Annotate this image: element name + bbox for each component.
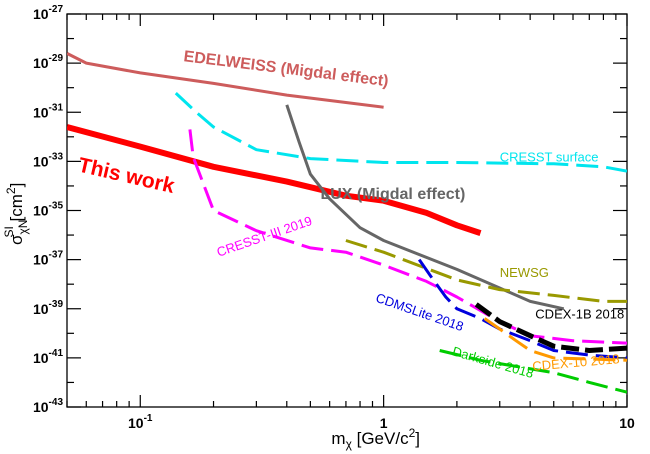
series-label-7: CDEX-1B 2018 (535, 307, 624, 322)
y-tick-label: 10-43 (33, 397, 63, 415)
y-tick-labels: 10-27 10-29 10-31 10-33 10-35 10-37 10-39 10-41… (33, 4, 63, 415)
series-label-3: LUX (Migdal effect) (320, 186, 465, 203)
series-line-3 (285, 104, 565, 311)
x-tick-label: 10-1 (128, 413, 153, 431)
y-tick-label: 10-31 (33, 102, 63, 120)
y-tick-label: 10-37 (33, 250, 63, 268)
series-label-4: CRESST-III 2019 (215, 213, 314, 260)
series-line-9 (439, 349, 627, 394)
curve-labels: EDELWEISS (Migdal effect)This work CRESST… (76, 48, 624, 381)
series-label-6: CDMSLite 2018 (374, 290, 466, 334)
x-axis-title: mχ [GeV/c2] (331, 426, 420, 451)
series-label-5: NEWSG (500, 265, 549, 280)
series-line-1 (67, 124, 482, 236)
y-tick-label: 10-35 (33, 201, 63, 219)
y-tick-label: 10-39 (33, 299, 63, 317)
series-label-1: This work (76, 154, 177, 199)
exclusion-curves (67, 52, 627, 394)
x-tick-labels: 10-1 1 10 (128, 413, 635, 431)
x-tick-label: 1 (380, 415, 388, 431)
series-line-5 (345, 239, 627, 303)
minor-ticks (66, 14, 627, 407)
x-tick-label: 10 (619, 415, 635, 431)
y-tick-label: 10-41 (33, 348, 63, 366)
series-line-0 (67, 52, 384, 109)
major-ticks (67, 13, 628, 408)
y-tick-label: 10-27 (33, 4, 63, 22)
series-line-7 (474, 302, 627, 353)
series-label-9: Darkside 2018 (451, 344, 536, 382)
y-tick-label: 10-29 (33, 53, 63, 71)
series-line-2 (174, 92, 627, 173)
y-tick-label: 10-33 (33, 151, 63, 169)
series-line-8 (483, 317, 627, 362)
y-axis-title: σχNSI [cm2] (2, 183, 30, 245)
series-label-2: CRESST surface (500, 149, 599, 164)
